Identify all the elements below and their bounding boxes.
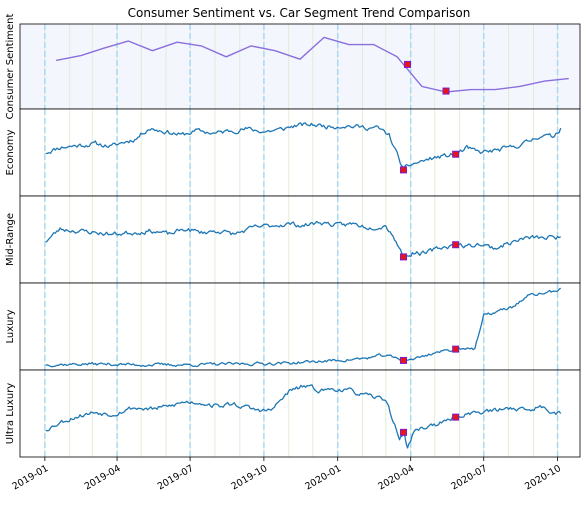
series-line-economy <box>45 122 562 169</box>
event-marker-ultra-luxury-1 <box>399 428 407 436</box>
event-marker-ultra-luxury-2 <box>452 413 460 421</box>
x-tick-label: 2020-01 <box>303 463 343 492</box>
series-line-ultra-luxury <box>45 384 562 449</box>
panel-economy: Economy <box>5 108 581 197</box>
y-label-luxury: Luxury <box>5 309 16 343</box>
x-tick-label: 2020-07 <box>449 463 489 492</box>
panel-ultra-luxury: Ultra Luxury <box>5 369 581 458</box>
panel-sentiment-background <box>20 24 580 109</box>
panel-ultra-luxury-background <box>20 370 580 457</box>
y-label-sentiment: Consumer Sentiment <box>5 13 16 119</box>
panel-economy-background <box>20 109 580 196</box>
x-tick-label: 2020-10 <box>523 463 563 492</box>
panel-luxury-background <box>20 283 580 370</box>
x-tick-label: 2020-04 <box>376 463 416 492</box>
event-marker-luxury-1 <box>399 356 407 364</box>
panel-mid-range-background <box>20 196 580 283</box>
x-tick-label: 2019-07 <box>156 463 196 492</box>
panel-luxury: Luxury <box>5 282 581 371</box>
event-marker-sentiment-1 <box>404 60 412 68</box>
event-marker-luxury-2 <box>452 345 460 353</box>
event-marker-mid-range-1 <box>399 253 407 261</box>
y-label-economy: Economy <box>5 129 16 175</box>
series-line-sentiment <box>55 36 569 93</box>
event-marker-economy-1 <box>399 166 407 174</box>
panels-group: Consumer Sentiment Economy Mid-Range Luxury… <box>5 13 581 458</box>
x-tick-label: 2019-04 <box>83 463 123 492</box>
y-label-ultra-luxury: Ultra Luxury <box>5 383 16 445</box>
x-tick-label: 2019-10 <box>230 463 270 492</box>
panel-sentiment: Consumer Sentiment <box>5 13 581 119</box>
x-axis: 2019-01 2019-04 2019-07 2019-10 2020-01 2020-… <box>10 457 563 492</box>
series-line-luxury <box>45 287 562 368</box>
event-marker-sentiment-2 <box>442 87 450 95</box>
panel-mid-range: Mid-Range <box>5 195 581 284</box>
panel-ultra-luxury-frame <box>19 369 581 458</box>
series-line-mid-range <box>45 220 561 260</box>
x-tick-label: 2019-01 <box>10 463 50 492</box>
chart-title: Consumer Sentiment vs. Car Segment Trend… <box>128 6 471 20</box>
y-label-mid-range: Mid-Range <box>5 213 16 266</box>
event-marker-mid-range-2 <box>452 241 460 249</box>
event-marker-economy-2 <box>452 150 460 158</box>
